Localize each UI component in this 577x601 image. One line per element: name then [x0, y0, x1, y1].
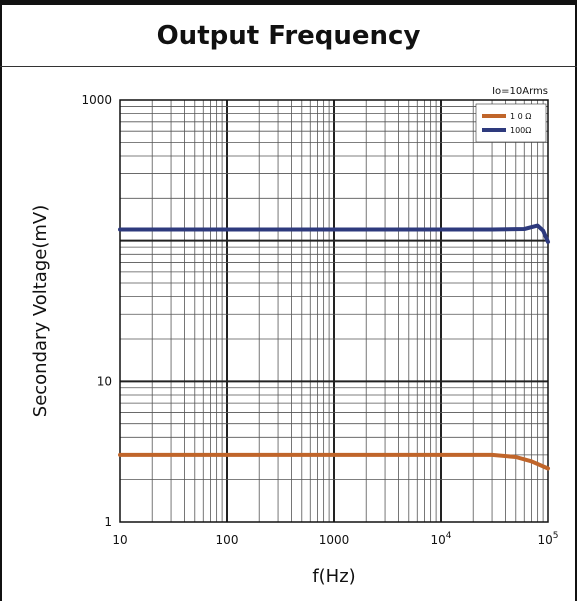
x-tick-label: 1000	[319, 533, 350, 547]
legend: 1 0 Ω 100Ω	[475, 103, 547, 143]
legend-label-1: 100Ω	[510, 126, 531, 135]
series-layer	[118, 223, 550, 471]
series-line-0	[118, 452, 550, 471]
x-axis-label: f(Hz)	[312, 566, 355, 587]
top-border	[0, 0, 577, 5]
y-tick-label: 1000	[81, 93, 112, 107]
x-tick-label: 10	[112, 533, 127, 547]
x-tick-label: 100	[216, 533, 239, 547]
chart-header: Output Frequency	[0, 5, 577, 67]
x-tick-label: 104	[430, 531, 451, 547]
series-line-1	[118, 223, 550, 244]
y-tick-label: 1	[104, 515, 112, 529]
grid	[120, 100, 548, 522]
chart-title: Output Frequency	[156, 20, 421, 51]
legend-box	[475, 103, 547, 143]
io-annotation: Io=10Arms	[492, 86, 548, 97]
plot-border	[119, 99, 549, 523]
y-axis-label: Secondary Voltage(mV)	[30, 205, 51, 417]
legend-label-0: 1 0 Ω	[510, 112, 531, 121]
y-tick-label: 10	[97, 374, 112, 388]
x-tick-label: 105	[537, 531, 558, 547]
